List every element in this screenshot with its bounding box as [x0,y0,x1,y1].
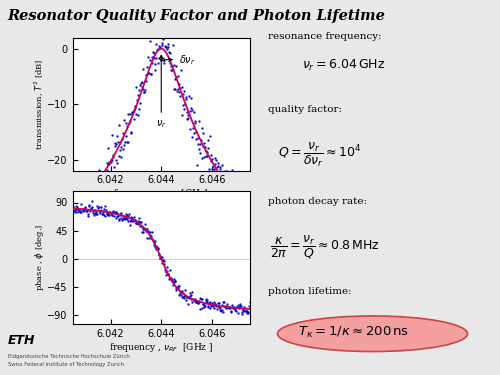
Text: ETH: ETH [8,334,35,347]
Text: Swiss Federal Institute of Technology Zurich: Swiss Federal Institute of Technology Zu… [8,362,123,367]
X-axis label: frequency , $\nu_{RF}$  [GHz ]: frequency , $\nu_{RF}$ [GHz ] [109,340,214,354]
Text: quality factor:: quality factor: [268,105,342,114]
Text: Eidgenössische Technische Hochschule Zürich: Eidgenössische Technische Hochschule Zür… [8,354,129,359]
X-axis label: frequency, $\nu_{RF}$ [GHz]: frequency, $\nu_{RF}$ [GHz] [114,187,209,200]
Y-axis label: phase , $\phi$ [deg.]: phase , $\phi$ [deg.] [33,224,46,291]
Text: $\nu_r = 6.04\,\mathrm{GHz}$: $\nu_r = 6.04\,\mathrm{GHz}$ [302,58,386,73]
Text: resonance frequency:: resonance frequency: [268,32,381,41]
Text: Resonator Quality Factor and Photon Lifetime: Resonator Quality Factor and Photon Life… [8,9,386,23]
Text: $\dfrac{\kappa}{2\pi} = \dfrac{\nu_r}{Q} \approx 0.8\,\mathrm{MHz}$: $\dfrac{\kappa}{2\pi} = \dfrac{\nu_r}{Q}… [270,234,380,261]
Text: $\delta\nu_r$: $\delta\nu_r$ [178,53,195,67]
Text: $Q = \dfrac{\nu_r}{\delta\nu_r} \approx 10^4$: $Q = \dfrac{\nu_r}{\delta\nu_r} \approx … [278,141,361,169]
Text: $T_\kappa = 1/\kappa \approx 200\,\mathrm{ns}$: $T_\kappa = 1/\kappa \approx 200\,\mathr… [298,325,408,340]
Text: photon decay rate:: photon decay rate: [268,197,366,206]
Y-axis label: transmission, $T^2$ [dB]: transmission, $T^2$ [dB] [32,58,46,150]
Text: $\nu_r$: $\nu_r$ [156,118,166,130]
Text: photon lifetime:: photon lifetime: [268,287,351,296]
